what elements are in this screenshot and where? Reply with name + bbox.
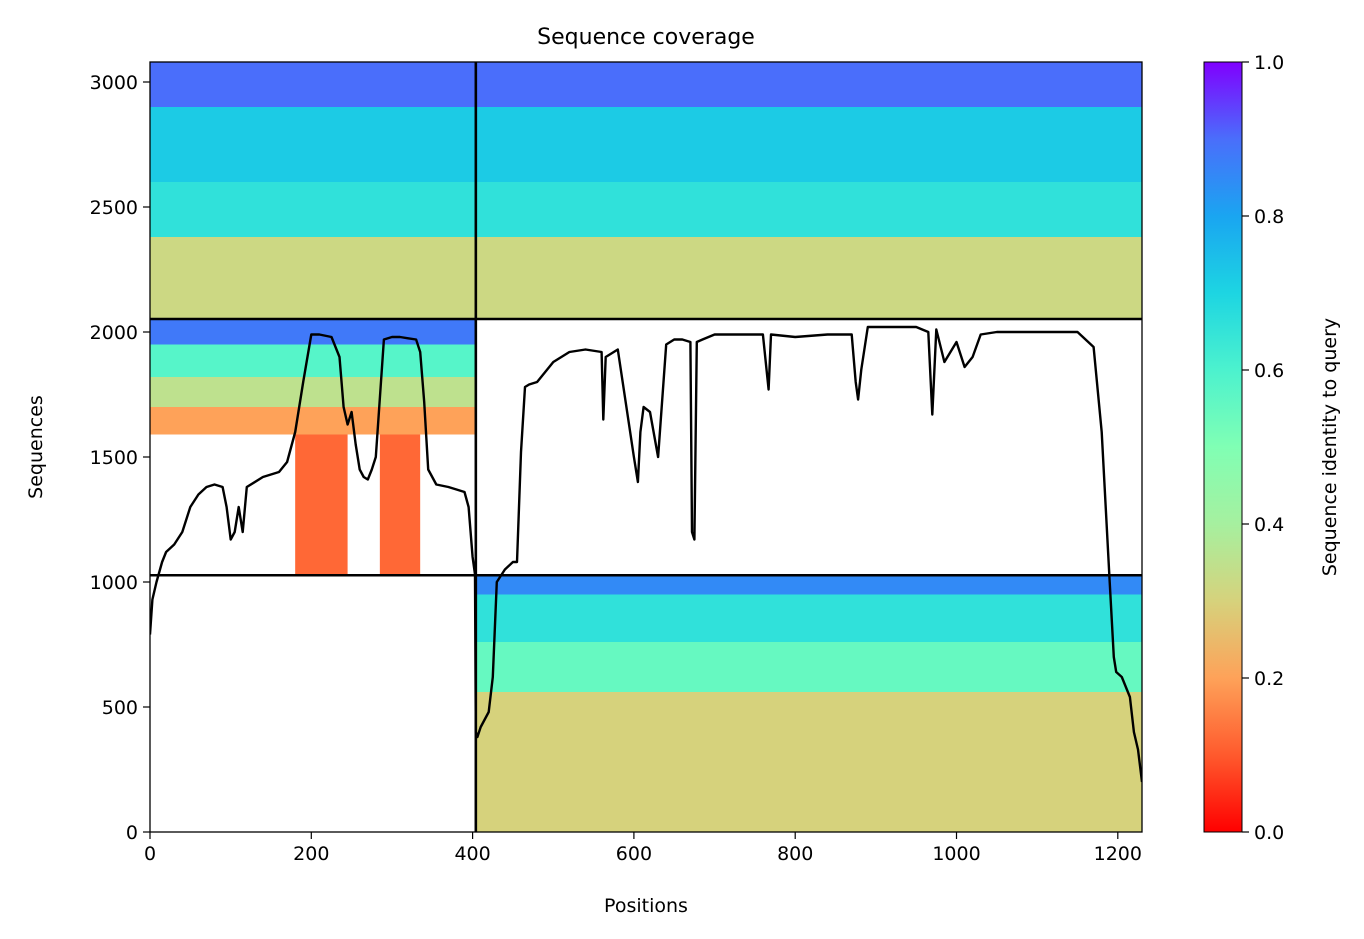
x-tick-label-2: 400 — [454, 843, 490, 865]
heat-cell-b0-k0-r0 — [150, 62, 476, 107]
y-tick-label-2: 1000 — [90, 572, 138, 594]
heat-cell-b1-k2-r0 — [475, 182, 1142, 237]
y-tick-label-4: 2000 — [90, 322, 138, 344]
x-axis-ticks: 0 200 400 600 800 1000 1200 — [144, 832, 1142, 865]
heat-cell-b3-k2-r0 — [475, 642, 1142, 692]
colorbar-tick-label-1: 0.2 — [1254, 668, 1284, 690]
y-tick-label-3: 1500 — [90, 447, 138, 469]
x-tick-label-5: 1000 — [932, 843, 980, 865]
x-tick-label-3: 600 — [616, 843, 652, 865]
colorbar-label: Sequence identity to query — [1319, 318, 1341, 576]
heat-cell-b0-k3-r0 — [150, 237, 476, 319]
heat-cell-b2-k4-r1 — [379, 434, 421, 576]
colorbar-tick-label-2: 0.4 — [1254, 514, 1284, 536]
heat-cell-b3-k0-r0 — [475, 575, 1142, 595]
x-tick-label-6: 1200 — [1094, 843, 1142, 865]
heatmap-layer — [150, 62, 1142, 832]
heat-cell-b1-k3-r0 — [475, 237, 1142, 319]
heat-cell-b0-k2-r0 — [150, 182, 476, 237]
chart-title: Sequence coverage — [537, 25, 755, 50]
heat-cell-b2-k0-r0 — [150, 319, 476, 345]
x-tick-label-0: 0 — [144, 843, 156, 865]
colorbar-tick-label-5: 1.0 — [1254, 52, 1284, 74]
heat-cell-b2-k1-r0 — [150, 344, 476, 377]
heat-cell-b2-k2-r0 — [150, 377, 476, 407]
colorbar-ticks: 0.0 0.2 0.4 0.6 0.8 1.0 — [1242, 52, 1284, 844]
heat-cell-b3-k3-r0 — [475, 692, 1142, 832]
y-tick-label-6: 3000 — [90, 72, 138, 94]
y-axis-ticks: 0 500 1000 1500 2000 2500 3000 — [90, 72, 150, 844]
heat-cell-b2-k4-r0 — [295, 434, 348, 576]
heat-cell-b3-k1-r0 — [475, 594, 1142, 642]
heat-cell-b2-k3-r0 — [150, 407, 476, 435]
x-tick-label-1: 200 — [293, 843, 329, 865]
plot-frame — [149, 61, 1143, 833]
colorbar-tick-label-0: 0.0 — [1254, 822, 1284, 844]
y-tick-label-5: 2500 — [90, 197, 138, 219]
colorbar-tick-label-4: 0.8 — [1254, 206, 1284, 228]
y-tick-label-0: 0 — [126, 822, 138, 844]
x-axis-label: Positions — [604, 895, 688, 917]
colorbar-tick-label-3: 0.6 — [1254, 360, 1284, 382]
colorbar — [1203, 61, 1243, 833]
heat-cell-b1-k0-r0 — [475, 62, 1142, 107]
heat-cell-b0-k1-r0 — [150, 107, 476, 182]
coverage-line-layer — [150, 325, 1142, 783]
coverage-line — [150, 325, 1142, 783]
y-tick-label-1: 500 — [102, 697, 138, 719]
x-tick-label-4: 800 — [777, 843, 813, 865]
y-axis-label: Sequences — [25, 395, 47, 499]
heat-cell-b1-k1-r0 — [475, 107, 1142, 182]
